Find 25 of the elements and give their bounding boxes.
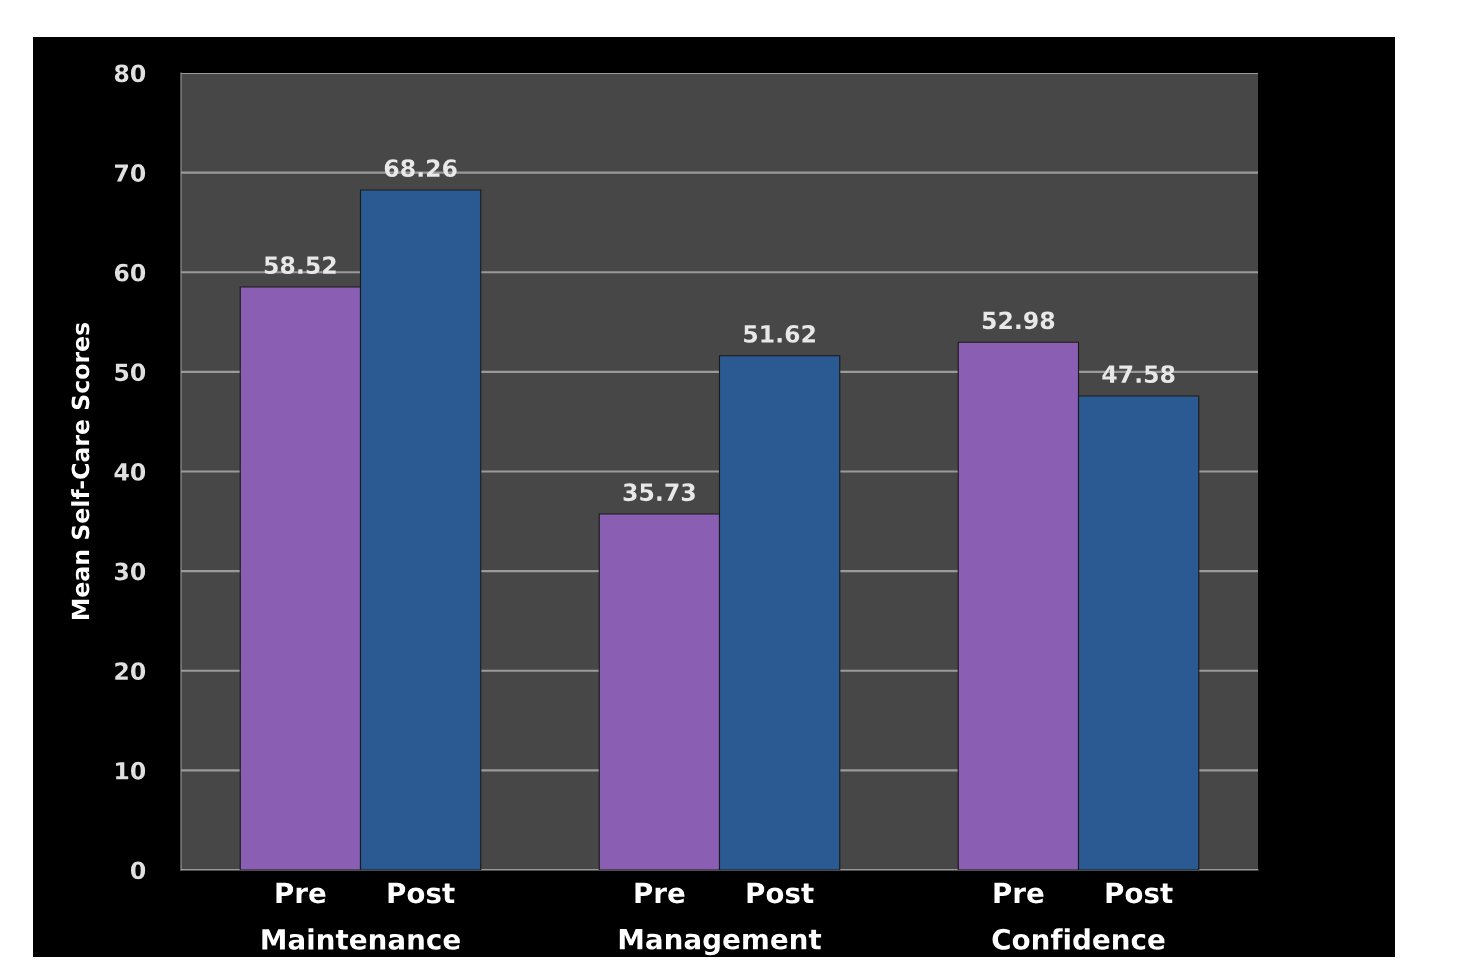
- y-tick-label: 80: [114, 64, 146, 83]
- series-label: Post: [388, 882, 455, 904]
- data-label: 47.58: [1102, 365, 1175, 384]
- text: Post: [1106, 882, 1173, 904]
- y-tick-label: 70: [115, 164, 146, 182]
- y-axis-title: Mean Self-Care Scores: [71, 322, 90, 619]
- text: Pre: [635, 882, 685, 904]
- series-label: Pre: [276, 882, 326, 904]
- text: Post: [747, 882, 814, 904]
- y-tick-label: 10: [116, 761, 146, 780]
- y-tick-label: 30: [115, 562, 146, 581]
- data-label: 52.98: [982, 311, 1055, 330]
- x-tick-label: Maintenance: [262, 928, 460, 950]
- x-tick-label: Confidence: [992, 928, 1165, 950]
- x-tick-label: Management: [619, 928, 822, 956]
- y-tick-label: 60: [114, 263, 146, 282]
- text: Pre: [994, 882, 1044, 904]
- data-label: 51.62: [744, 324, 815, 343]
- y-tick-label: 40: [114, 462, 146, 481]
- y-tick-label: 20: [115, 662, 146, 681]
- data-label: 58.52: [264, 256, 336, 275]
- data-label: 68.26: [384, 159, 457, 178]
- data-label: 35.73: [623, 483, 695, 502]
- y-tick-label: 0: [130, 861, 146, 880]
- y-tick-label: 50: [115, 363, 146, 382]
